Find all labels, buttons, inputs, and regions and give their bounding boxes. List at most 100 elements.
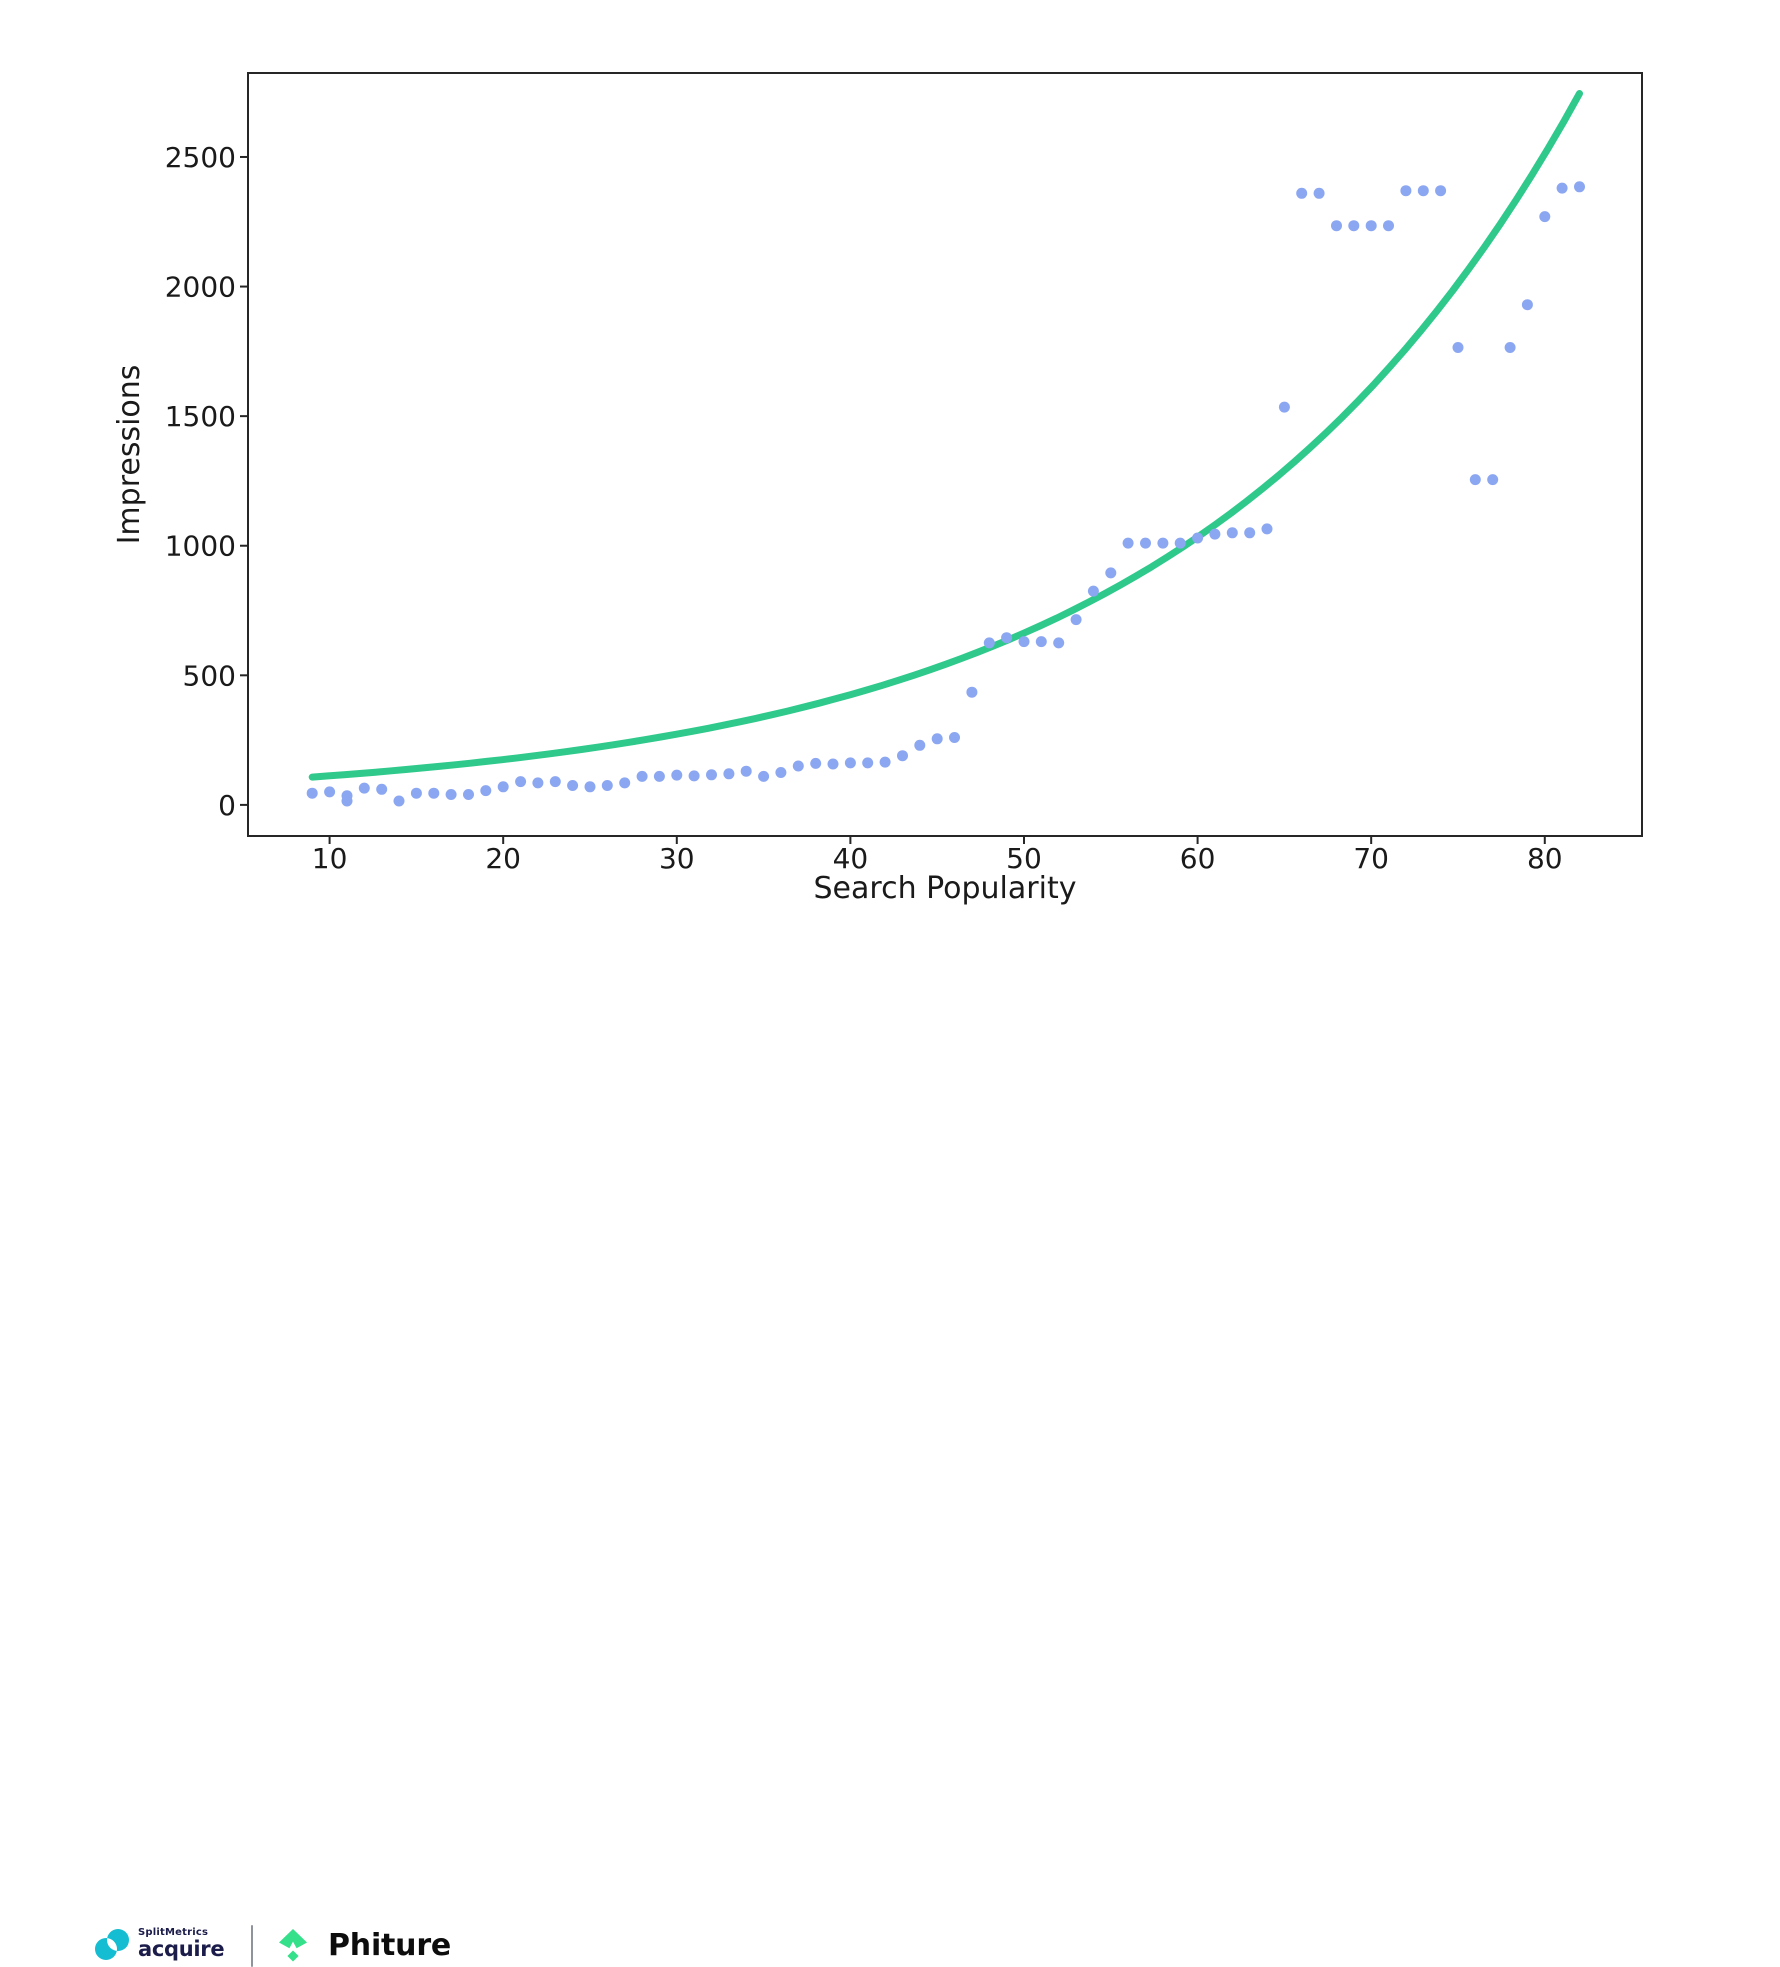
scatter-point <box>827 758 839 770</box>
plot-frame <box>247 72 1643 837</box>
scatter-point <box>740 765 752 777</box>
scatter-point <box>358 782 370 794</box>
scatter-point <box>1174 537 1186 549</box>
x-tick-label: 50 <box>1006 842 1042 875</box>
scatter-point <box>758 770 770 782</box>
scatter-point <box>671 769 683 781</box>
scatter-point <box>862 757 874 769</box>
y-axis-label: Impressions <box>112 365 147 545</box>
scatter-point <box>914 739 926 751</box>
scatter-point <box>549 776 561 788</box>
scatter-point <box>1400 185 1412 197</box>
y-tick-label: 500 <box>183 659 236 692</box>
scatter-point <box>1365 220 1377 232</box>
scatter-point <box>879 756 891 768</box>
scatter-point <box>1035 636 1047 648</box>
scatter-chart: 10 20 30 40 50 60 70 80 0 500 1000 1500 2000 2500 Sear… <box>0 0 1780 920</box>
scatter-point <box>1105 567 1117 579</box>
scatter-point <box>775 767 787 778</box>
scatter-point <box>1278 401 1290 413</box>
scatter-point <box>1122 537 1134 549</box>
scatter-point <box>428 787 440 799</box>
scatter-point <box>844 757 856 769</box>
scatter-point <box>324 786 336 798</box>
scatter-point <box>1192 532 1204 544</box>
phiture-wordmark: Phiture <box>328 1928 452 1963</box>
scatter-point <box>1435 185 1447 197</box>
scatter-point <box>567 780 579 791</box>
scatter-point <box>1157 537 1169 549</box>
scatter-point <box>619 777 631 789</box>
scatter-point <box>706 769 717 781</box>
scatter-point <box>949 732 960 743</box>
phiture-icon <box>279 1929 307 1962</box>
scatter-point <box>1521 299 1533 311</box>
x-tick-label: 60 <box>1180 842 1216 875</box>
scatter-point <box>497 781 509 793</box>
trend-line <box>308 90 1583 781</box>
scatter-point <box>1209 528 1221 540</box>
scatter-point <box>810 757 822 769</box>
scatter-point <box>463 789 474 800</box>
scatter-point <box>1556 182 1568 194</box>
scatter-point <box>1070 614 1082 626</box>
scatter-point <box>376 783 388 795</box>
phiture-logo: Phiture <box>279 1927 499 1967</box>
scatter-point <box>306 787 318 799</box>
scatter-point <box>515 776 527 788</box>
scatter-point <box>1383 220 1394 232</box>
scatter-point <box>1018 636 1030 648</box>
scatter-point <box>532 777 544 789</box>
scatter-point <box>601 780 613 791</box>
y-tick-label: 0 <box>218 789 236 822</box>
scatter-point <box>1053 637 1065 649</box>
scatter-point <box>1487 474 1499 486</box>
scatter-point <box>410 787 422 799</box>
scatter-point <box>653 770 665 782</box>
x-tick-label: 70 <box>1353 842 1389 875</box>
x-tick-label: 20 <box>485 842 521 875</box>
scatter-point <box>393 795 405 807</box>
scatter-point <box>1313 187 1325 199</box>
scatter-point <box>1140 537 1151 549</box>
plot-canvas: 10 20 30 40 50 60 70 80 0 500 1000 1500 2000 2500 Sear… <box>112 72 1643 906</box>
footer-logos: SplitMetrics acquire Phiture <box>0 955 1780 1967</box>
scatter-point <box>897 750 908 762</box>
scatter-point <box>584 781 596 793</box>
y-tick-label: 2000 <box>165 271 236 304</box>
scatter-point <box>792 760 804 772</box>
scatter-point <box>723 768 735 780</box>
scatter-point <box>480 785 492 797</box>
splitmetrics-icon <box>95 1929 129 1960</box>
scatter-point <box>1574 181 1585 193</box>
y-tick-label: 1000 <box>165 530 236 563</box>
splitmetrics-logo: SplitMetrics acquire <box>94 1927 254 1967</box>
scatter-point <box>1452 342 1464 353</box>
x-tick-label: 40 <box>833 842 869 875</box>
x-axis-label: Search Popularity <box>814 871 1077 906</box>
scatter-point <box>931 733 943 745</box>
scatter-point <box>1417 185 1429 197</box>
scatter-point <box>1296 187 1308 199</box>
x-tick-label: 80 <box>1527 842 1563 875</box>
y-tick-label: 2500 <box>165 141 236 174</box>
logo-divider <box>251 1925 253 1967</box>
scatter-point <box>983 637 995 649</box>
scatter-point <box>1331 220 1342 232</box>
x-tick-label: 30 <box>659 842 695 875</box>
scatter-point <box>1001 632 1013 644</box>
splitmetrics-brand-bottom: acquire <box>138 1937 225 1961</box>
scatter-point <box>1244 527 1256 539</box>
scatter-point <box>688 770 700 782</box>
scatter-point <box>1348 220 1360 232</box>
x-tick-label: 10 <box>312 842 348 875</box>
scatter-point <box>445 789 457 800</box>
scatter-point <box>1226 527 1238 539</box>
scatter-point <box>1087 585 1099 597</box>
y-tick-label: 1500 <box>165 400 236 433</box>
scatter-point <box>1261 523 1273 535</box>
scatter-point <box>341 795 353 807</box>
scatter-point <box>636 770 648 782</box>
scatter-point <box>966 686 978 698</box>
scatter-point <box>1504 342 1516 353</box>
